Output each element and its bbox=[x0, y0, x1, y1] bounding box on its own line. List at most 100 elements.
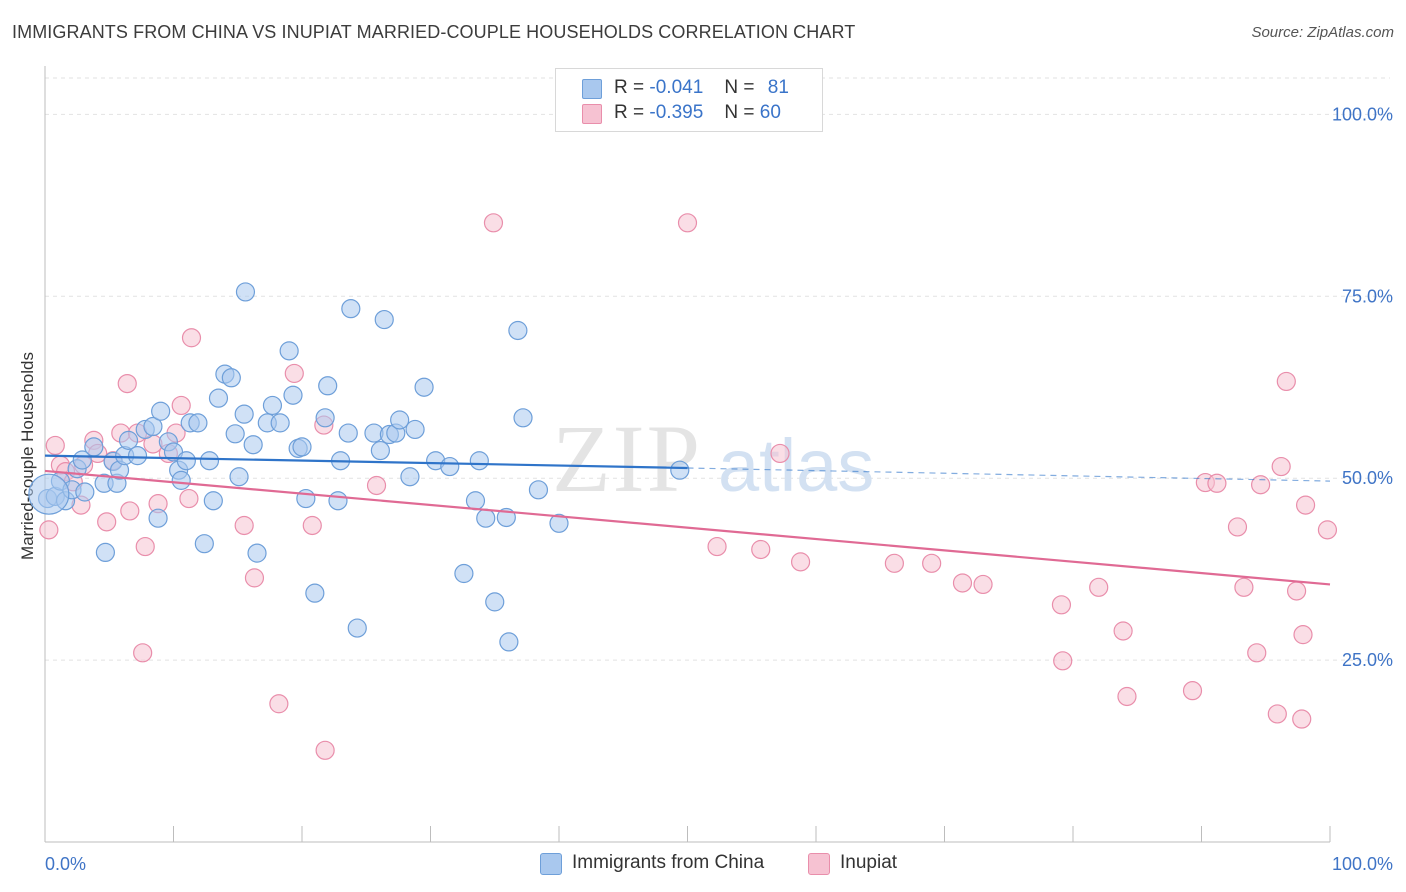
china-point bbox=[499, 632, 519, 652]
china-point bbox=[469, 451, 489, 471]
china-point bbox=[405, 419, 425, 440]
inupiat-point bbox=[1251, 475, 1271, 495]
china-point bbox=[292, 437, 312, 457]
tick-labels: 25.0% 50.0% 75.0% 100.0% 0.0% 100.0% bbox=[45, 104, 1393, 874]
china-point bbox=[270, 413, 290, 433]
china-point bbox=[151, 401, 171, 421]
inupiat-point bbox=[1117, 686, 1137, 707]
inupiat-point bbox=[366, 475, 387, 496]
china-point bbox=[296, 488, 316, 509]
china-point bbox=[221, 368, 241, 388]
china-point bbox=[305, 583, 325, 603]
china-point bbox=[208, 388, 229, 408]
inupiat-swatch bbox=[808, 853, 830, 875]
inupiat-point bbox=[315, 740, 335, 760]
china-point bbox=[243, 435, 263, 455]
china-point bbox=[262, 395, 283, 416]
china-point bbox=[176, 451, 196, 471]
china-trend-line bbox=[44, 454, 688, 470]
china-point bbox=[347, 618, 367, 638]
inupiat-swatch bbox=[582, 104, 602, 124]
inupiat-point bbox=[1207, 473, 1227, 493]
r-value: -0.041 bbox=[649, 77, 704, 98]
china-point bbox=[84, 437, 104, 457]
inupiat-point bbox=[952, 573, 973, 593]
inupiat-point bbox=[1182, 681, 1203, 701]
china-point bbox=[338, 423, 358, 443]
inupiat-point bbox=[1295, 495, 1316, 515]
inupiat-point bbox=[707, 536, 727, 557]
china-point bbox=[199, 451, 220, 471]
inupiat-point bbox=[1317, 520, 1338, 540]
inupiat-point bbox=[234, 515, 254, 536]
china-point bbox=[341, 299, 361, 319]
watermark: ZIP atlas bbox=[552, 405, 874, 512]
china-point bbox=[148, 508, 168, 528]
inupiat-point bbox=[677, 213, 698, 233]
inupiat-legend-label: Inupiat bbox=[840, 852, 898, 873]
inupiat-point bbox=[1286, 581, 1307, 601]
china-point bbox=[235, 282, 256, 302]
china-point bbox=[390, 410, 410, 430]
inupiat-point bbox=[1051, 595, 1072, 615]
china-point bbox=[374, 309, 394, 330]
china-point bbox=[75, 482, 95, 502]
china-point bbox=[549, 513, 569, 533]
china-point bbox=[118, 430, 139, 450]
china-point bbox=[476, 508, 496, 528]
x-tick-label-min: 0.0% bbox=[45, 854, 86, 874]
china-point bbox=[414, 377, 434, 397]
r-value: -0.395 bbox=[649, 102, 704, 123]
inupiat-point bbox=[751, 539, 771, 560]
inupiat-point bbox=[1267, 704, 1287, 724]
inupiat-point bbox=[179, 488, 199, 509]
china-point bbox=[234, 404, 254, 424]
inupiat-point bbox=[269, 694, 289, 714]
inupiat-point bbox=[483, 213, 504, 233]
china-point bbox=[508, 320, 528, 341]
y-tick-label: 50.0% bbox=[1342, 468, 1393, 488]
inupiat-point bbox=[135, 536, 155, 557]
inupiat-point bbox=[133, 643, 153, 663]
china-swatch bbox=[582, 79, 602, 99]
inupiat-point bbox=[1113, 621, 1133, 641]
china-point bbox=[440, 456, 460, 477]
china-point bbox=[188, 413, 208, 433]
china-point bbox=[127, 446, 148, 466]
r-label: R = bbox=[614, 77, 645, 98]
inupiat-point bbox=[117, 374, 137, 394]
inupiat-point bbox=[1234, 577, 1254, 597]
legend-text-china: R = -0.041 N = 81 bbox=[614, 77, 789, 99]
inupiat-point bbox=[1276, 371, 1296, 392]
inupiat-point bbox=[1292, 709, 1312, 729]
n-label: N = bbox=[724, 102, 755, 123]
china-legend-label: Immigrants from China bbox=[572, 852, 765, 873]
china-point bbox=[454, 563, 474, 584]
inupiat-point bbox=[45, 435, 65, 456]
inupiat-point bbox=[171, 395, 191, 416]
china-point bbox=[143, 416, 163, 437]
x-tick-label-max: 100.0% bbox=[1332, 854, 1393, 874]
n-value: 81 bbox=[767, 77, 789, 98]
n-label: N = bbox=[724, 77, 755, 98]
inupiat-point bbox=[1247, 643, 1267, 663]
inupiat-point bbox=[790, 552, 811, 572]
china-point bbox=[229, 467, 249, 487]
inupiat-point bbox=[973, 574, 993, 595]
china-point bbox=[203, 491, 223, 511]
y-tick-label: 75.0% bbox=[1342, 286, 1393, 306]
inupiat-point bbox=[1271, 456, 1291, 477]
inupiat-point bbox=[97, 512, 117, 532]
china-point bbox=[513, 408, 533, 428]
china-point bbox=[328, 491, 348, 511]
china-points bbox=[28, 282, 690, 652]
inupiat-point bbox=[770, 443, 790, 464]
china-point bbox=[465, 491, 486, 511]
inupiat-point bbox=[1293, 625, 1313, 645]
trend-lines bbox=[44, 454, 1331, 586]
inupiat-point bbox=[181, 328, 202, 348]
china-point bbox=[247, 543, 267, 563]
inupiat-point bbox=[884, 553, 904, 573]
y-tick-label: 25.0% bbox=[1342, 650, 1393, 670]
